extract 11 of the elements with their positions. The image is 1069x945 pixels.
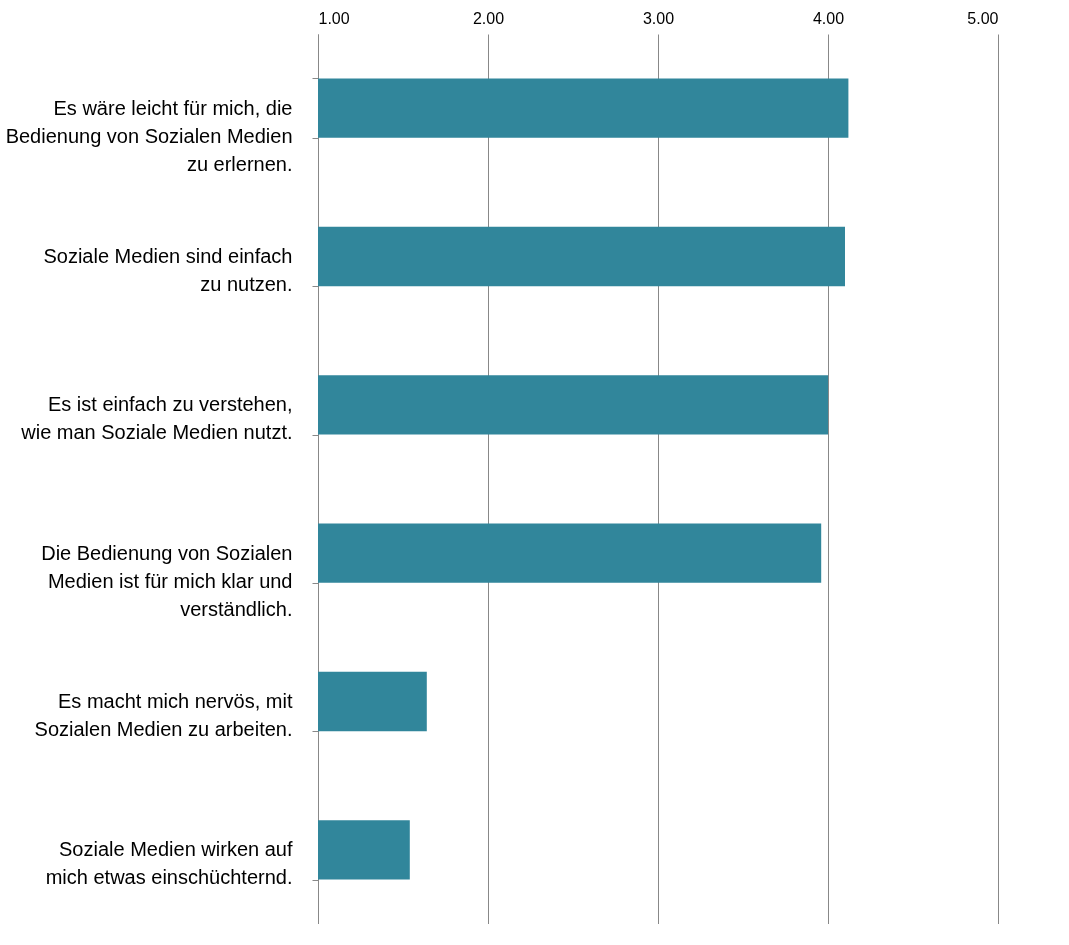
y-tick-label: Die Bedienung von Sozialen Medien ist für mich klar und verständlich. bbox=[41, 541, 293, 620]
y-tick-label: Es macht mich nervös, mit Sozialen Medien zu arbeiten. bbox=[34, 690, 293, 740]
x-tick-label: 2.00 bbox=[472, 9, 505, 27]
x-tick-label: 4.00 bbox=[812, 9, 845, 27]
y-tick-label: Es wäre leicht für mich, die Bedienung von Sozialen Medien zu erlernen. bbox=[5, 96, 293, 175]
y-tick-label: Soziale Medien wirken auf mich etwas einschüchternd. bbox=[45, 838, 293, 889]
y-tick-label: Soziale Medien sind einfach zu nutzen. bbox=[43, 245, 293, 295]
x-tick-label: 3.00 bbox=[642, 9, 675, 27]
y-tick-label: Es ist einfach zu verstehen, wie man Soziale Medien nutzt. bbox=[20, 393, 293, 444]
x-tick-label: 5.00 bbox=[967, 9, 999, 27]
x-tick-label: 1.00 bbox=[318, 9, 350, 27]
